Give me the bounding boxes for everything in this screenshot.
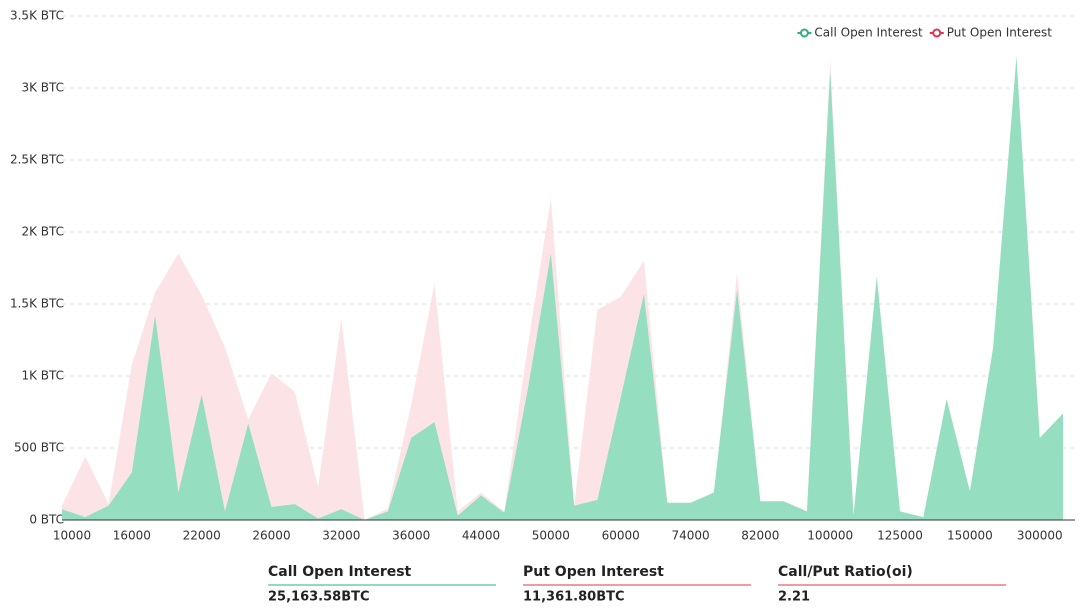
x-tick-label: 22000 [183,529,221,543]
stat-value: 2.21 [778,590,810,605]
x-tick-label: 44000 [462,529,500,543]
x-tick-label: 16000 [113,529,151,543]
x-tick-label: 10000 [53,529,91,543]
x-tick-label: 300000 [1017,529,1063,543]
y-tick-label: 1K BTC [21,369,64,383]
legend-label: Put Open Interest [947,26,1053,40]
x-tick-label: 150000 [947,529,993,543]
x-tick-label: 82000 [741,529,779,543]
legend-label: Call Open Interest [814,26,923,40]
area [62,56,1063,520]
x-tick-label: 60000 [602,529,640,543]
stat-value: 25,163.58BTC [268,590,370,605]
x-tick-label: 50000 [532,529,570,543]
y-tick-label: 500 BTC [14,441,64,455]
legend-marker [799,28,809,38]
y-tick-label: 3K BTC [21,81,64,95]
stat-label: Put Open Interest [523,564,664,580]
x-tick-label: 125000 [877,529,923,543]
x-tick-label: 100000 [807,529,853,543]
legend-marker [932,28,942,38]
x-tick-label: 74000 [671,529,709,543]
x-tick-label: 36000 [392,529,430,543]
x-tick-label: 32000 [322,529,360,543]
stat-label: Call/Put Ratio(oi) [778,564,913,580]
y-tick-label: 3.5K BTC [10,9,64,23]
x-tick-label: 26000 [252,529,290,543]
y-tick-label: 2K BTC [21,225,64,239]
y-tick-label: 2.5K BTC [10,153,64,167]
stat-label: Call Open Interest [268,564,412,580]
y-tick-label: 0 BTC [29,513,64,527]
stat-value: 11,361.80BTC [523,590,625,605]
y-tick-label: 1.5K BTC [10,297,64,311]
